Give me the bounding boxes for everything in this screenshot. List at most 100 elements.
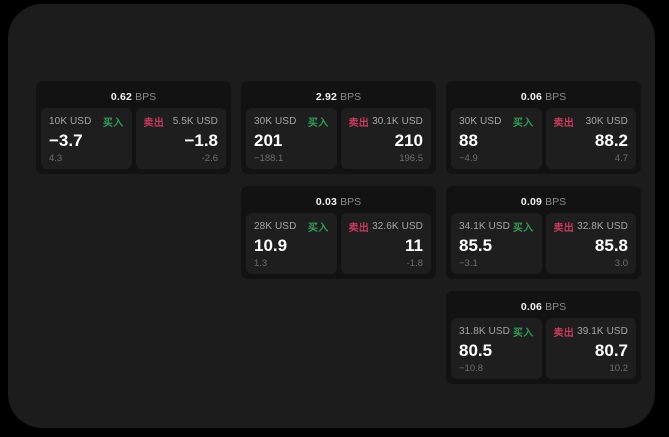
sell-quantity: 5.5K USD — [172, 116, 218, 127]
card-header: 0.62 BPS — [41, 87, 226, 104]
sell-delta: 10.2 — [609, 363, 629, 374]
card-sides: 34.1K USD 买入 85.5 −3.1 卖出 32.8K USD 85.8… — [451, 213, 636, 274]
card-sides: 30K USD 买入 88 −4.9 卖出 30K USD 88.2 4.7 — [451, 108, 636, 169]
sell-tag: 卖出 — [553, 118, 575, 129]
sell-tag: 卖出 — [553, 328, 575, 339]
sell-price: 210 — [394, 131, 423, 150]
quote-card[interactable]: 2.92 BPS 30K USD 买入 201 −188.1 卖出 30.1K U… — [241, 81, 436, 174]
sell-side-header: 卖出 39.1K USD — [553, 325, 629, 339]
sell-quantity: 30.1K USD — [372, 116, 423, 127]
sell-price: 88.2 — [594, 131, 628, 150]
sell-delta: -2.6 — [201, 153, 218, 164]
sell-side-header: 卖出 5.5K USD — [143, 115, 219, 129]
sell-tag: 卖出 — [348, 223, 370, 234]
buy-delta: 4.3 — [49, 153, 63, 164]
buy-side-header: 28K USD 买入 — [254, 220, 329, 234]
buy-price: 10.9 — [254, 236, 288, 255]
sell-side[interactable]: 卖出 32.6K USD 11 -1.8 — [340, 213, 431, 274]
buy-side[interactable]: 10K USD 买入 −3.7 4.3 — [41, 108, 132, 169]
sell-side[interactable]: 卖出 5.5K USD −1.8 -2.6 — [135, 108, 226, 169]
bps-unit-label: BPS — [545, 91, 567, 103]
buy-tag: 买入 — [512, 328, 534, 339]
sell-side[interactable]: 卖出 30K USD 88.2 4.7 — [545, 108, 636, 169]
card-header: 0.06 BPS — [451, 297, 636, 314]
quote-card[interactable]: 0.06 BPS 30K USD 买入 88 −4.9 卖出 30K USD — [446, 81, 641, 174]
buy-price: 80.5 — [459, 341, 493, 360]
buy-quantity: 34.1K USD — [459, 221, 510, 232]
sell-side-header: 卖出 32.6K USD — [348, 220, 424, 234]
quote-card[interactable]: 0.03 BPS 28K USD 买入 10.9 1.3 卖出 32.6K USD — [241, 186, 436, 279]
buy-side-header: 30K USD 买入 — [459, 115, 534, 129]
sell-side[interactable]: 卖出 30.1K USD 210 196.5 — [340, 108, 431, 169]
sell-tag: 卖出 — [143, 118, 165, 129]
sell-price: −1.8 — [184, 131, 218, 150]
sell-delta: 3.0 — [614, 258, 628, 269]
bps-value: 0.09 — [520, 196, 543, 208]
bps-value: 0.06 — [520, 91, 543, 103]
buy-delta: −188.1 — [254, 153, 284, 164]
sell-side-header: 卖出 30K USD — [553, 115, 629, 129]
buy-quantity: 31.8K USD — [459, 326, 510, 337]
buy-side[interactable]: 28K USD 买入 10.9 1.3 — [246, 213, 337, 274]
card-header: 0.09 BPS — [451, 192, 636, 209]
buy-side[interactable]: 34.1K USD 买入 85.5 −3.1 — [451, 213, 542, 274]
sell-tag: 卖出 — [348, 118, 370, 129]
bps-unit-label: BPS — [545, 196, 567, 208]
buy-side-header: 10K USD 买入 — [49, 115, 124, 129]
buy-quantity: 28K USD — [254, 221, 297, 232]
buy-side[interactable]: 31.8K USD 买入 80.5 −10.8 — [451, 318, 542, 379]
buy-quantity: 30K USD — [459, 116, 502, 127]
buy-delta: −3.1 — [459, 258, 478, 269]
bps-value: 0.03 — [315, 196, 338, 208]
card-header: 0.03 BPS — [246, 192, 431, 209]
buy-tag: 买入 — [512, 118, 534, 129]
buy-side[interactable]: 30K USD 买入 201 −188.1 — [246, 108, 337, 169]
sell-quantity: 30K USD — [585, 116, 628, 127]
bps-value: 0.62 — [110, 91, 133, 103]
buy-delta: −10.8 — [459, 363, 484, 374]
buy-tag: 买入 — [102, 118, 124, 129]
buy-tag: 买入 — [512, 223, 534, 234]
card-sides: 31.8K USD 买入 80.5 −10.8 卖出 39.1K USD 80.… — [451, 318, 636, 379]
bps-unit-label: BPS — [135, 91, 157, 103]
card-header: 0.06 BPS — [451, 87, 636, 104]
sell-side-header: 卖出 30.1K USD — [348, 115, 424, 129]
buy-side-header: 31.8K USD 买入 — [459, 325, 534, 339]
card-sides: 30K USD 买入 201 −188.1 卖出 30.1K USD 210 1… — [246, 108, 431, 169]
quote-card[interactable]: 0.09 BPS 34.1K USD 买入 85.5 −3.1 卖出 32.8K … — [446, 186, 641, 279]
quote-card[interactable]: 0.06 BPS 31.8K USD 买入 80.5 −10.8 卖出 39.1K… — [446, 291, 641, 384]
buy-delta: 1.3 — [254, 258, 268, 269]
sell-price: 11 — [405, 236, 423, 255]
sell-side-header: 卖出 32.8K USD — [553, 220, 629, 234]
sell-price: 85.8 — [594, 236, 628, 255]
bps-unit-label: BPS — [545, 301, 567, 313]
sell-side[interactable]: 卖出 39.1K USD 80.7 10.2 — [545, 318, 636, 379]
sell-side[interactable]: 卖出 32.8K USD 85.8 3.0 — [545, 213, 636, 274]
bps-unit-label: BPS — [340, 196, 362, 208]
buy-quantity: 10K USD — [49, 116, 92, 127]
card-header: 2.92 BPS — [246, 87, 431, 104]
quote-card[interactable]: 0.62 BPS 10K USD 买入 −3.7 4.3 卖出 5.5K USD — [36, 81, 231, 174]
buy-price: 85.5 — [459, 236, 493, 255]
buy-price: −3.7 — [49, 131, 83, 150]
buy-side-header: 30K USD 买入 — [254, 115, 329, 129]
buy-tag: 买入 — [307, 118, 329, 129]
sell-quantity: 39.1K USD — [577, 326, 628, 337]
sell-quantity: 32.6K USD — [372, 221, 423, 232]
sell-tag: 卖出 — [553, 223, 575, 234]
sell-delta: -1.8 — [406, 258, 423, 269]
sell-delta: 4.7 — [614, 153, 628, 164]
card-sides: 28K USD 买入 10.9 1.3 卖出 32.6K USD 11 -1.8 — [246, 213, 431, 274]
sell-delta: 196.5 — [399, 153, 423, 164]
card-sides: 10K USD 买入 −3.7 4.3 卖出 5.5K USD −1.8 -2.… — [41, 108, 226, 169]
buy-side-header: 34.1K USD 买入 — [459, 220, 534, 234]
buy-tag: 买入 — [307, 223, 329, 234]
sell-price: 80.7 — [594, 341, 628, 360]
buy-side[interactable]: 30K USD 买入 88 −4.9 — [451, 108, 542, 169]
buy-quantity: 30K USD — [254, 116, 297, 127]
bps-unit-label: BPS — [340, 91, 362, 103]
buy-delta: −4.9 — [459, 153, 478, 164]
buy-price: 88 — [459, 131, 478, 150]
